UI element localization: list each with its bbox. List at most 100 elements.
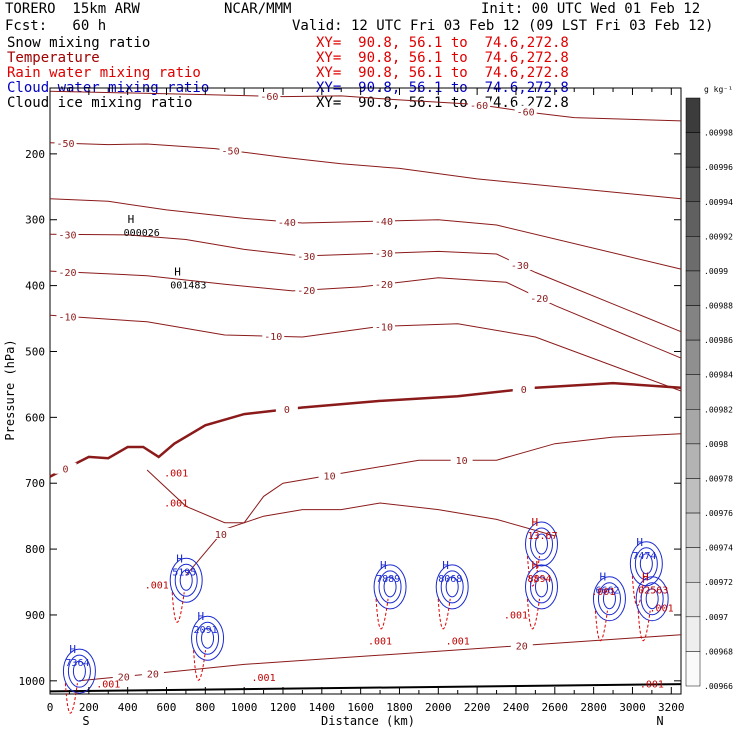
- cloud-water-contour: [640, 582, 664, 616]
- isotherm-label: 10: [324, 471, 336, 482]
- colorbar-segment: [685, 166, 701, 203]
- rain-water-contour: [171, 592, 185, 623]
- contour-label: .001: [591, 587, 615, 598]
- isotherm-label-bg: [450, 454, 473, 466]
- maximum-marker: H: [69, 643, 76, 656]
- colorbar-label: .00968: [704, 647, 733, 656]
- maximum-marker: H: [128, 213, 135, 226]
- isotherm-label: 20: [147, 670, 159, 681]
- maximum-marker: H: [636, 536, 643, 549]
- maximum-value: 000026: [124, 228, 160, 239]
- cloud-water-contour: [629, 541, 663, 587]
- maximum-marker: H: [174, 266, 181, 279]
- x-axis-label: Distance (km): [321, 714, 415, 728]
- maximum-value: 2091: [194, 625, 218, 636]
- isotherm-label-bg: [219, 144, 242, 156]
- cloud-water-contour: [201, 627, 215, 649]
- isotherm-label-bg: [372, 278, 395, 290]
- x-tick-label: 2200: [464, 701, 491, 714]
- cloud-water-contour: [67, 654, 91, 688]
- colorbar-label: .00978: [704, 474, 733, 483]
- colorbar-label: .00992: [704, 232, 733, 241]
- colorbar-segment: [685, 409, 701, 445]
- rain-water-contour: [527, 598, 540, 630]
- isotherm-label-bg: [514, 105, 537, 117]
- contour-label: .001: [446, 637, 470, 648]
- colorbar-segment: [685, 236, 701, 272]
- colorbar-label: .00972: [704, 578, 733, 587]
- colorbar-segment: [685, 616, 701, 652]
- isotherm: [49, 233, 682, 333]
- isotherm-label: 10: [215, 530, 227, 541]
- colorbar-segment: [685, 443, 701, 479]
- contour-label: .001: [252, 673, 276, 684]
- colorbar-label: .00998: [704, 129, 733, 138]
- rain-water-contour: [193, 650, 207, 681]
- isotherm: [49, 270, 682, 359]
- isotherm-label: -60: [470, 101, 488, 112]
- colorbar-label: .00988: [704, 302, 733, 311]
- isotherm-label-bg: [468, 98, 491, 110]
- maximum-value: 5195: [172, 567, 196, 578]
- y-tick-label: 600: [25, 411, 45, 424]
- colorbar-label: .0098: [704, 440, 728, 449]
- cloud-water-contour: [72, 660, 86, 682]
- cloud-water-contour: [592, 576, 626, 622]
- colorbar-segment: [685, 270, 701, 306]
- isotherm: [49, 142, 682, 200]
- endpoint-north: N: [656, 714, 663, 728]
- maximum-marker: H: [198, 610, 205, 623]
- colorbar-label: .00974: [704, 544, 733, 553]
- cloud-water-contour: [169, 557, 203, 603]
- isotherm-label-bg: [295, 249, 318, 261]
- isotherm: [49, 381, 682, 478]
- contour-label: .001: [368, 637, 392, 648]
- field-xy-temperature: XY= 90.8, 56.1 to 74.6,272.8: [316, 50, 569, 66]
- y-axis-label: Pressure (hPa): [3, 339, 17, 440]
- cloud-water-contour: [435, 564, 469, 610]
- isotherm-label: -60: [517, 108, 535, 119]
- maximum-value: 7474: [632, 551, 656, 562]
- plot-frame: [49, 87, 682, 695]
- isotherm: [146, 433, 682, 524]
- isotherm-label: -20: [58, 268, 76, 279]
- x-tick-label: 3200: [658, 701, 685, 714]
- x-tick-label: 400: [118, 701, 138, 714]
- y-tick-label: 400: [25, 280, 45, 293]
- init-time: Init: 00 UTC Wed 01 Feb 12: [481, 1, 701, 17]
- y-tick-label: 500: [25, 345, 45, 358]
- cloud-water-contour: [597, 582, 621, 616]
- isotherm-label: 0: [521, 385, 527, 396]
- isotherm-label-bg: [209, 527, 232, 539]
- cloud-water-contour: [62, 648, 96, 694]
- isotherm-label: 0: [63, 465, 69, 476]
- colorbar-segment: [685, 132, 701, 168]
- maximum-value: 02563: [638, 586, 668, 597]
- y-tick-label: 200: [25, 148, 45, 161]
- x-tick-label: 1200: [270, 701, 297, 714]
- colorbar-label: .0097: [704, 613, 728, 622]
- isotherm-label-bg: [372, 247, 395, 259]
- maximum-marker: H: [599, 571, 606, 584]
- model-title: TORERO 15km ARW: [5, 1, 140, 17]
- field-name-rain: Rain water mixing ratio: [7, 65, 201, 81]
- field-name-snow: Snow mixing ratio: [7, 35, 151, 51]
- isotherm-label: 20: [516, 642, 528, 653]
- isotherm-label: -20: [530, 294, 548, 305]
- contour-label: .001: [504, 610, 528, 621]
- maximum-marker: H: [380, 559, 387, 572]
- y-tick-label: 800: [25, 543, 45, 556]
- colorbar-label: .00996: [704, 163, 733, 172]
- cloud-water-contour: [530, 570, 554, 604]
- isotherm-label: -30: [511, 261, 529, 272]
- colorbar-label: .00976: [704, 509, 733, 518]
- field-xy-snow: XY= 90.8, 56.1 to 74.6,272.8: [316, 35, 569, 51]
- contour-label: .001: [164, 469, 188, 480]
- maximum-value: 001483: [170, 281, 206, 292]
- isotherm-label-bg: [262, 330, 285, 342]
- x-tick-label: 800: [195, 701, 215, 714]
- isotherm: [49, 90, 682, 122]
- maximum-value: 7889: [376, 574, 400, 585]
- maximum-value: 8894: [528, 574, 552, 585]
